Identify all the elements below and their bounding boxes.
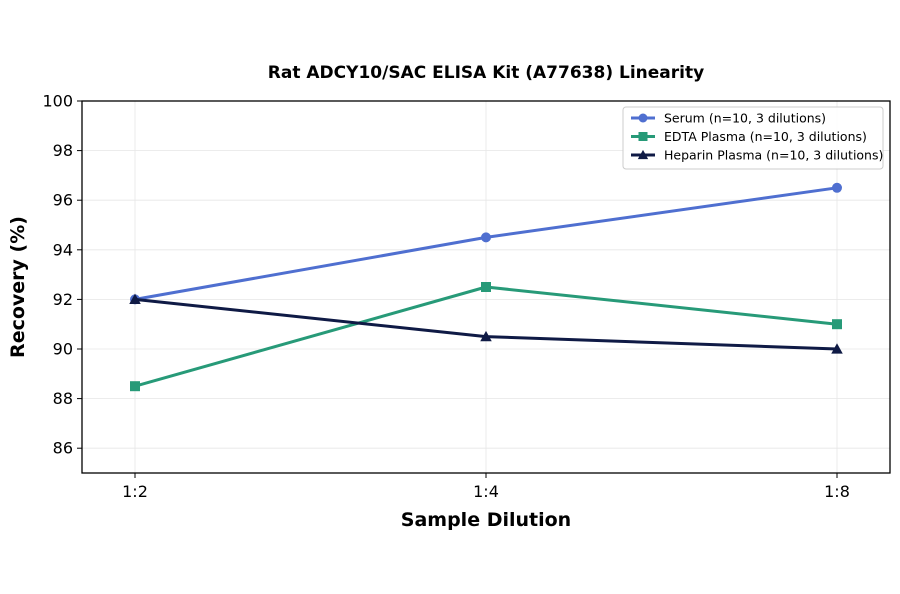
y-tick-label: 98 bbox=[53, 141, 73, 160]
data-point bbox=[638, 132, 648, 141]
y-tick-label: 92 bbox=[53, 290, 73, 309]
legend-label: Heparin Plasma (n=10, 3 dilutions) bbox=[664, 148, 883, 163]
x-tick-label: 1:4 bbox=[473, 482, 499, 501]
x-tick-label: 1:2 bbox=[122, 482, 148, 501]
data-point bbox=[129, 293, 141, 304]
x-axis: 1:2 1:4 1:8 bbox=[122, 473, 850, 501]
legend-item: EDTA Plasma (n=10, 3 dilutions) bbox=[631, 129, 867, 144]
data-point bbox=[480, 330, 492, 342]
series-3 bbox=[129, 293, 843, 354]
y-tick-label: 100 bbox=[42, 92, 73, 111]
legend-box bbox=[622, 106, 884, 170]
y-tick-label: 86 bbox=[53, 439, 73, 458]
legend-label: EDTA Plasma (n=10, 3 dilutions) bbox=[664, 129, 867, 144]
legend-label: Serum (n=10, 3 dilutions) bbox=[664, 111, 826, 126]
legend-item: Heparin Plasma (n=10, 3 dilutions) bbox=[631, 148, 883, 163]
legend: Serum (n=10, 3 dilutions) EDTA Plasma (n=… bbox=[622, 106, 884, 170]
y-axis: 86 88 90 92 94 96 98 100 bbox=[42, 92, 82, 458]
chart-title: Rat ADCY10/SAC ELISA Kit (A77638) Linear… bbox=[268, 63, 704, 83]
data-point bbox=[130, 381, 140, 392]
data-point bbox=[832, 319, 842, 330]
data-point bbox=[481, 282, 491, 292]
y-tick-label: 88 bbox=[53, 389, 73, 408]
x-tick-label: 1:8 bbox=[824, 482, 850, 501]
legend-item: Serum (n=10, 3 dilutions) bbox=[631, 111, 826, 126]
y-tick-label: 94 bbox=[53, 240, 73, 259]
y-tick-label: 90 bbox=[53, 340, 73, 359]
data-point bbox=[832, 182, 842, 193]
data-point bbox=[831, 343, 843, 354]
data-point bbox=[638, 113, 648, 123]
data-point bbox=[481, 232, 491, 243]
y-axis-label: Recovery (%) bbox=[7, 216, 29, 358]
series-layer bbox=[129, 182, 843, 392]
data-point bbox=[637, 149, 649, 160]
x-axis-label: Sample Dilution bbox=[401, 509, 571, 531]
series-2 bbox=[130, 282, 842, 392]
y-tick-label: 96 bbox=[53, 191, 73, 210]
